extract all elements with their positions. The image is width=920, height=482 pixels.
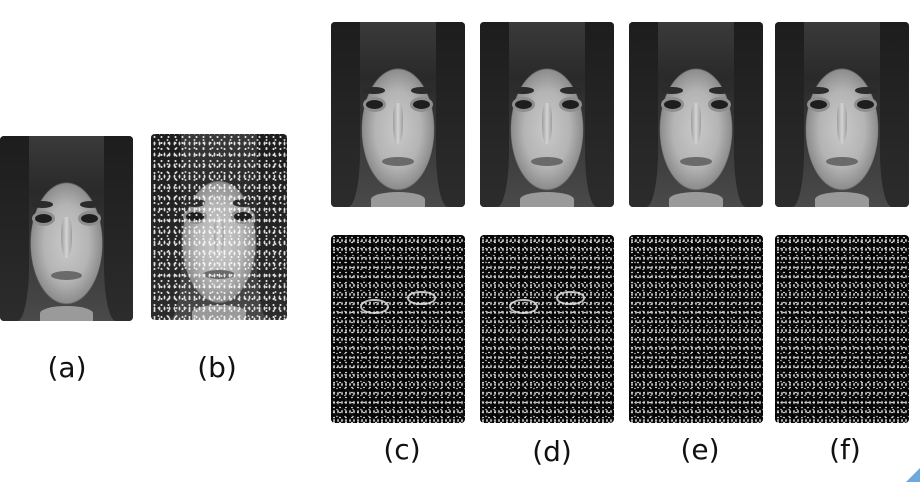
image-c-residual-map bbox=[331, 235, 465, 423]
label-b: (b) bbox=[197, 351, 237, 384]
corner-accent bbox=[906, 468, 920, 482]
image-f-restored-face bbox=[775, 22, 909, 207]
image-c-restored-face bbox=[331, 22, 465, 207]
image-e-residual-map bbox=[629, 235, 763, 423]
image-a-original-face bbox=[0, 136, 133, 321]
label-f: (f) bbox=[829, 433, 861, 466]
label-c: (c) bbox=[383, 433, 421, 466]
image-f-residual-map bbox=[775, 235, 909, 423]
label-d: (d) bbox=[532, 435, 572, 468]
image-d-restored-face bbox=[480, 22, 614, 207]
label-e: (e) bbox=[680, 433, 720, 466]
image-e-restored-face bbox=[629, 22, 763, 207]
image-b-noisy-face bbox=[151, 134, 287, 320]
label-a: (a) bbox=[47, 351, 87, 384]
image-d-residual-map bbox=[480, 235, 614, 423]
